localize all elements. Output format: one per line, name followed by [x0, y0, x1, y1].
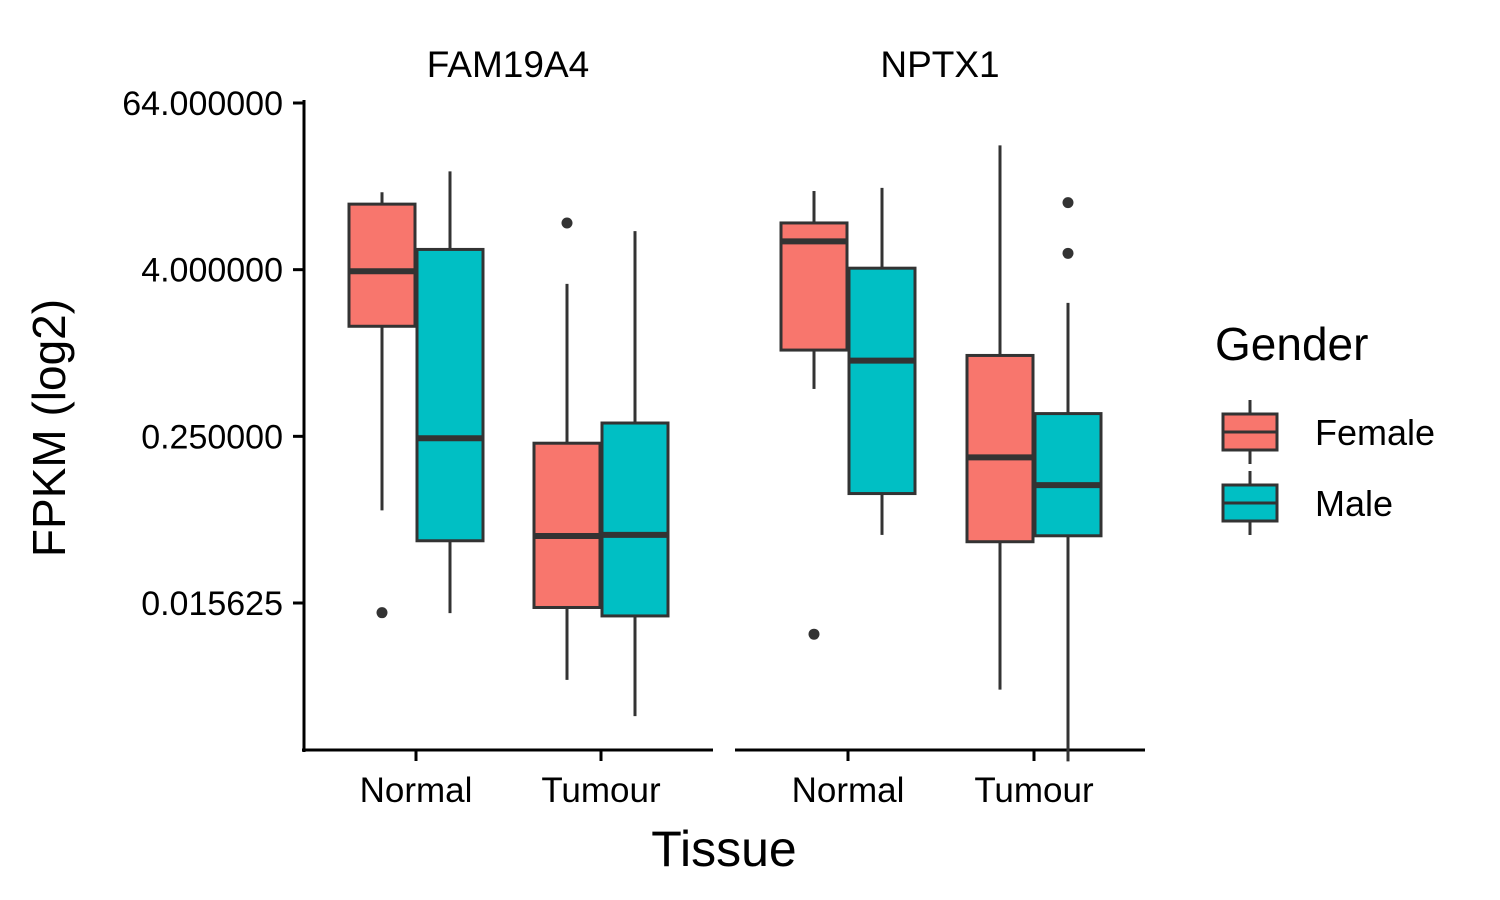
y-tick-label: 0.250000 — [141, 418, 283, 456]
legend-label: Male — [1315, 483, 1393, 524]
box-male-tumour — [1033, 197, 1103, 762]
y-tick-label: 0.015625 — [141, 585, 283, 623]
panel-title-nptx1: NPTX1 — [880, 44, 999, 85]
outlier-point — [561, 217, 573, 229]
x-tick-label: Normal — [360, 771, 473, 810]
box-male-normal — [415, 171, 485, 614]
box-body — [532, 441, 602, 609]
legend-title: Gender — [1215, 318, 1368, 370]
x-axis-ticks: Normal Tumour Normal Tumour — [360, 750, 1094, 810]
panel-title-fam19a4: FAM19A4 — [427, 44, 589, 85]
box-body — [415, 247, 485, 543]
legend-item-male: Male — [1221, 471, 1393, 535]
x-tick-label: Tumour — [541, 771, 661, 810]
box-body — [347, 202, 417, 328]
box-female-normal — [347, 192, 417, 619]
box-body — [1033, 412, 1103, 538]
box-body — [847, 266, 917, 496]
box-male-normal — [847, 187, 917, 535]
box-body — [600, 421, 670, 618]
legend: Gender Female Male — [1215, 318, 1435, 535]
box-body — [965, 353, 1035, 544]
x-axis-title: Tissue — [651, 821, 796, 877]
outlier-point — [1062, 247, 1074, 259]
outlier-point — [1062, 197, 1074, 209]
x-tick-label: Normal — [792, 771, 905, 810]
box-female-normal — [779, 191, 849, 640]
plot-area — [347, 145, 1103, 762]
box-female-tumour — [965, 145, 1035, 690]
legend-label: Female — [1315, 412, 1435, 453]
outlier-point — [376, 607, 388, 619]
outlier-point — [808, 628, 820, 640]
box-female-tumour — [532, 217, 602, 680]
legend-item-female: Female — [1221, 400, 1435, 464]
y-axis-title: FPKM (log2) — [23, 299, 75, 557]
y-tick-label: 64.000000 — [122, 85, 283, 123]
box-male-tumour — [600, 231, 670, 717]
y-tick-label: 4.000000 — [141, 252, 283, 290]
x-tick-label: Tumour — [974, 771, 1094, 810]
y-axis-ticks: 64.000000 4.000000 0.250000 0.015625 — [122, 85, 304, 623]
